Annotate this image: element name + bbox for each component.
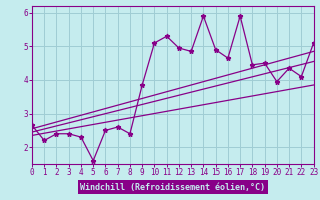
- X-axis label: Windchill (Refroidissement éolien,°C): Windchill (Refroidissement éolien,°C): [80, 183, 265, 192]
